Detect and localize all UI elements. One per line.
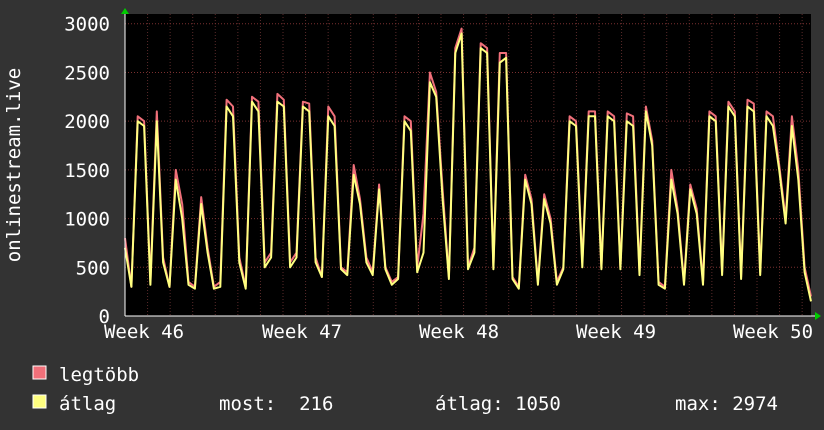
legend-now-value: most: 216: [219, 393, 333, 415]
y-tick-label: 0: [99, 306, 110, 328]
x-tick-label: Week 49: [576, 321, 656, 343]
x-tick-label: Week 50: [733, 321, 813, 343]
legend-swatch-avg: [32, 394, 47, 409]
x-tick-label: Week 46: [104, 321, 184, 343]
legend-avg-value: átlag: 1050: [435, 393, 561, 415]
y-tick-label: 2500: [64, 62, 110, 84]
y-tick-label: 1500: [64, 160, 110, 182]
series-line-avg: [124, 32, 812, 302]
legend-swatch-max: [32, 365, 47, 380]
y-tick-label: 500: [76, 257, 110, 279]
y-axis-label: onlinestream.live: [3, 68, 25, 262]
legend-label-max: legtöbb: [59, 364, 139, 386]
legend: legtöbb átlag most: 216 átlag: 1050 max:…: [32, 364, 778, 415]
x-tick-label: Week 47: [262, 321, 342, 343]
legend-label-avg: átlag: [59, 393, 116, 415]
x-tick-labels: Week 46 Week 47 Week 48 Week 49 Week 50: [104, 321, 813, 343]
series-group: [124, 27, 812, 302]
legend-max-value: max: 2974: [675, 393, 778, 415]
x-axis-arrow-icon: [815, 312, 821, 320]
y-tick-label: 1000: [64, 209, 110, 231]
y-tick-label: 2000: [64, 111, 110, 133]
axes: [121, 8, 821, 320]
y-axis-arrow-icon: [121, 8, 129, 14]
y-tick-labels: 0 500 1000 1500 2000 2500 3000: [64, 14, 110, 328]
y-tick-label: 3000: [64, 14, 110, 36]
x-tick-label: Week 48: [419, 321, 499, 343]
